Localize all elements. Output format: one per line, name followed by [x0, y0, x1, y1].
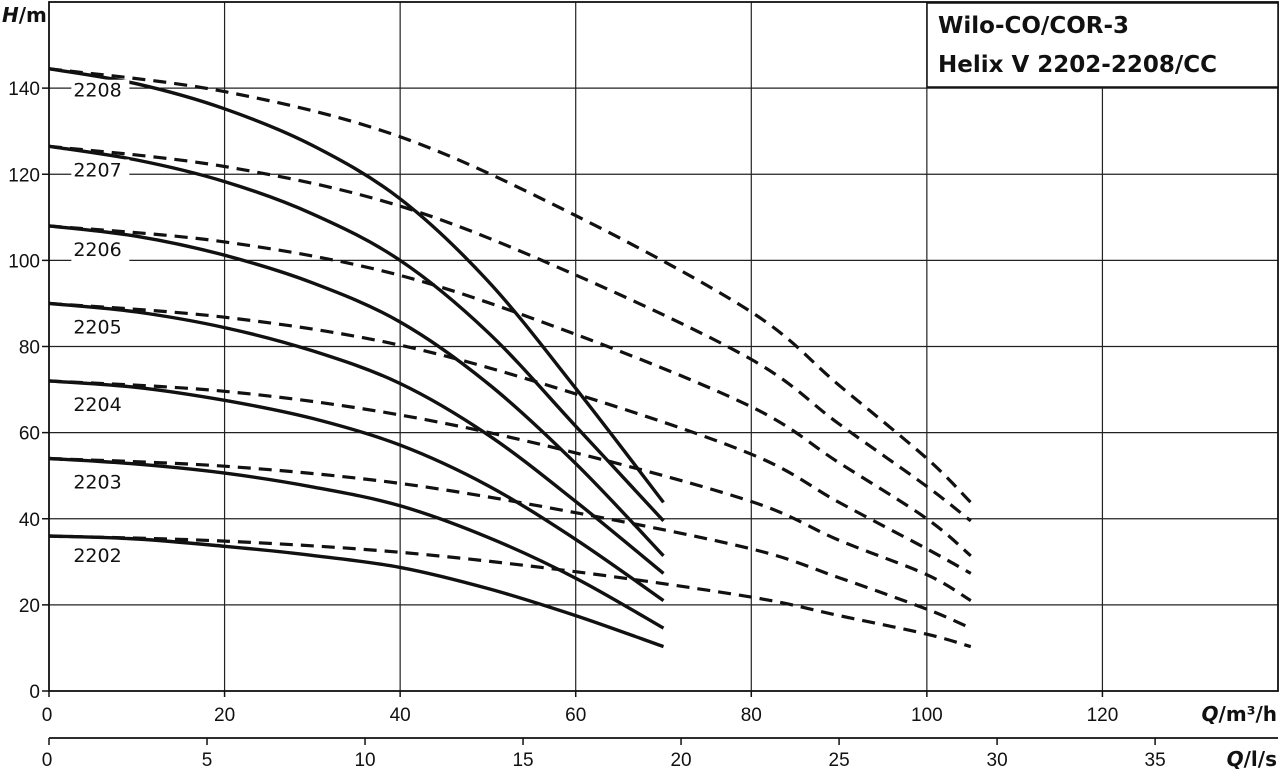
secondary-x-axis: 0 5 10 15 20 25 30 35 [42, 737, 1278, 771]
x2-tick-label: 5 [202, 750, 213, 771]
curve-dashed-2208 [48, 67, 972, 504]
y-tick-label: 0 [29, 682, 40, 703]
curve-dashed-2207 [48, 144, 972, 523]
x-tick-label: 60 [565, 705, 586, 726]
curve-solid-2205 [48, 301, 665, 575]
x-tick-label: 40 [390, 705, 411, 726]
curve-label-2206: 2206 [73, 239, 121, 261]
x2-tick-label: 30 [987, 750, 1008, 771]
curve-dashed-2203 [48, 456, 972, 630]
curve-solid-2206 [48, 224, 665, 557]
x-axis-label: Q/m³/h [1202, 702, 1277, 726]
y-axis-label-unit: /m [19, 3, 47, 27]
curve-label-2204: 2204 [73, 394, 121, 416]
title-box: Wilo-CO/COR-3 Helix V 2202-2208/CC [926, 2, 1279, 88]
x-tick-label: 120 [1087, 705, 1119, 726]
curve-label-bg [71, 394, 130, 417]
x-axis-label-unit: /m³/h [1219, 702, 1277, 726]
curve-label-2208: 2208 [73, 80, 121, 102]
y-tick-label: 20 [19, 596, 40, 617]
y-tick-label: 140 [8, 79, 40, 100]
curve-labels: 2202 2203 2204 2205 2206 2207 2208 [71, 79, 130, 567]
curve-label-bg [71, 316, 130, 339]
curve-dashed-2204 [48, 379, 972, 602]
curve-label-2207: 2207 [73, 159, 121, 181]
x-tick-label: 20 [214, 705, 235, 726]
y-tick-label: 60 [19, 424, 40, 445]
x2-axis-label: Q/l/s [1227, 747, 1277, 771]
x2-axis-label-unit: /l/s [1244, 747, 1277, 771]
y-tick-label: 40 [19, 510, 40, 531]
curve-solid-2207 [48, 144, 665, 523]
curve-label-bg [71, 79, 130, 102]
curve-dashed-2206 [48, 224, 972, 558]
title-line-2: Helix V 2202-2208/CC [938, 52, 1217, 78]
x-tick-label: 100 [911, 705, 943, 726]
x-tick-label: 0 [42, 705, 53, 726]
x-tick-label: 80 [741, 705, 762, 726]
curve-label-bg [71, 239, 130, 262]
y-tick-label: 120 [8, 165, 40, 186]
grid [49, 2, 1278, 691]
x2-tick-label: 0 [42, 750, 53, 771]
title-line-1: Wilo-CO/COR-3 [938, 13, 1129, 39]
curve-solid-2202 [48, 534, 665, 649]
curve-label-bg [71, 471, 130, 494]
title-box-border [926, 2, 1279, 88]
curve-label-2202: 2202 [73, 545, 121, 567]
curve-solid-2208 [48, 67, 665, 504]
y-tick-label: 100 [8, 251, 40, 272]
y-axis-label-symbol: H [2, 3, 19, 27]
y-tick-label: 80 [19, 338, 40, 359]
y-axis-label: H/m [2, 3, 47, 27]
curve-label-2205: 2205 [73, 317, 121, 339]
curve-solid-2204 [48, 379, 665, 602]
curve-dashed-2205 [48, 301, 972, 575]
curve-label-bg [71, 544, 130, 567]
x-axis-label-symbol: Q [1202, 702, 1219, 726]
x2-axis-label-symbol: Q [1227, 747, 1244, 771]
x2-tick-label: 35 [1145, 750, 1166, 771]
curve-solid-2203 [48, 456, 665, 630]
curve-label-2203: 2203 [73, 472, 121, 494]
x2-tick-label: 25 [829, 750, 850, 771]
curves [48, 67, 972, 649]
x2-tick-label: 20 [670, 750, 691, 771]
x2-tick-label: 10 [354, 750, 375, 771]
x-axis-ticks: 0 20 40 60 80 100 120 [42, 691, 1119, 726]
y-axis-ticks: 0 20 40 60 80 100 120 140 [8, 79, 49, 703]
curve-dashed-2202 [48, 534, 972, 649]
curve-label-bg [71, 159, 130, 182]
x2-tick-label: 15 [512, 750, 533, 771]
